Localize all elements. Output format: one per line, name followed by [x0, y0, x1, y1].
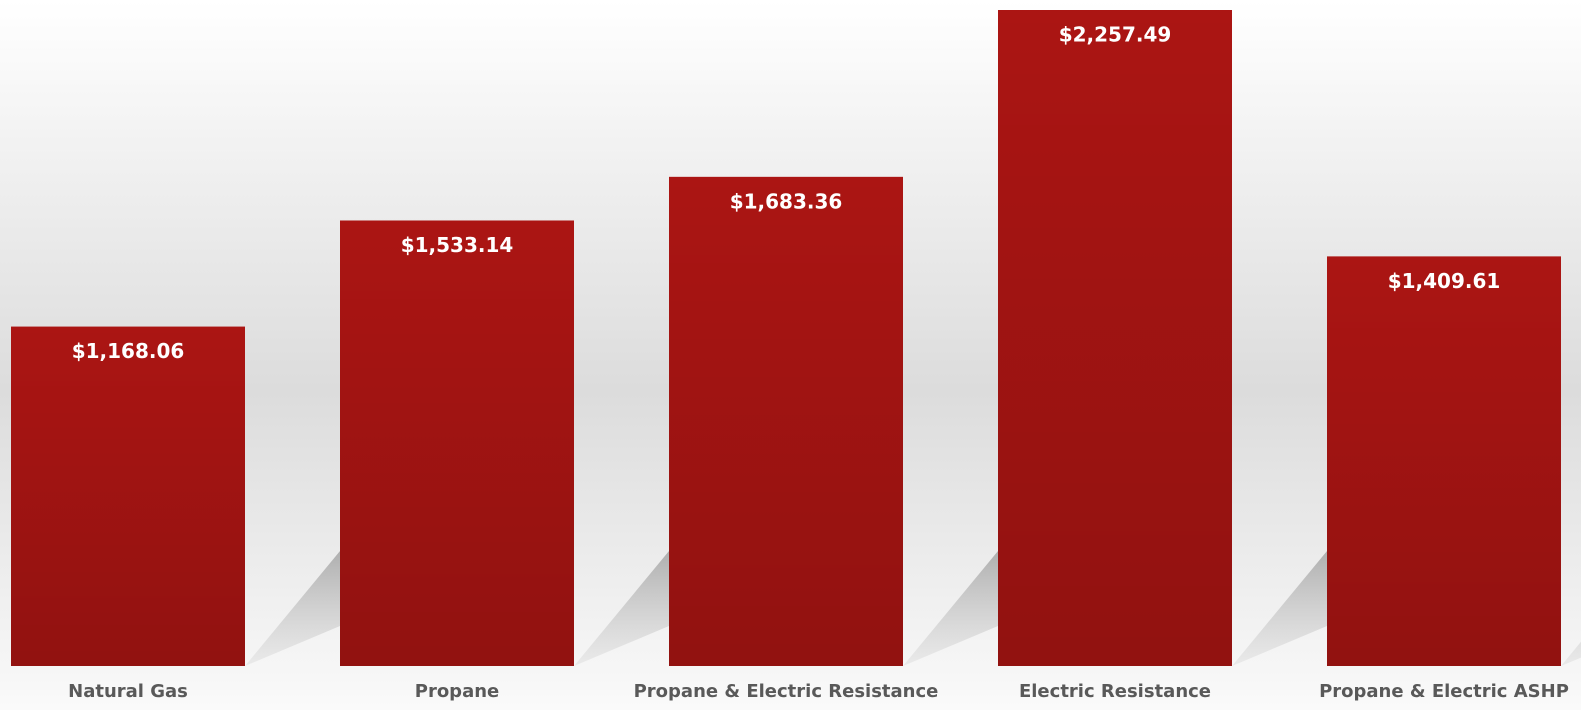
x-tick-label: Electric Resistance: [1019, 681, 1211, 702]
bar-shade: [669, 176, 903, 666]
x-tick-label: Propane: [415, 681, 500, 702]
bar-shade: [1327, 256, 1561, 666]
bar-shadow: [1232, 551, 1327, 666]
bar-shade: [340, 220, 574, 666]
value-label: $1,683.36: [730, 189, 843, 213]
x-tick-label: Propane & Electric ASHP: [1319, 681, 1569, 702]
value-label: $1,533.14: [401, 233, 514, 257]
value-label: $1,168.06: [72, 339, 185, 363]
x-tick-label: Natural Gas: [68, 681, 188, 702]
x-tick-label: Propane & Electric Resistance: [634, 681, 939, 702]
bar-shadow: [903, 551, 998, 666]
bar-shade: [11, 326, 245, 666]
bar-shade: [998, 10, 1232, 666]
bar-shadow: [1561, 641, 1581, 666]
bar-shadow: [574, 551, 669, 666]
value-label: $1,409.61: [1388, 269, 1501, 293]
value-label: $2,257.49: [1059, 23, 1172, 47]
bar-shadow: [245, 551, 340, 666]
